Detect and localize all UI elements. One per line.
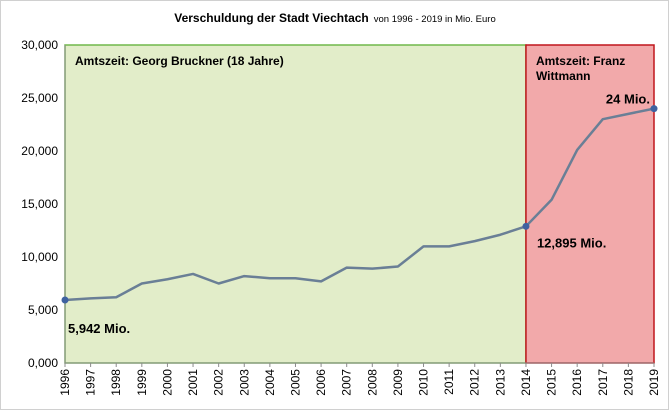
x-tick-label: 2000 bbox=[160, 369, 174, 396]
x-tick-label: 2008 bbox=[365, 369, 379, 396]
x-tick-label: 2004 bbox=[263, 369, 277, 396]
term-region-label: Amtszeit: Franz Wittmann bbox=[536, 54, 625, 83]
y-tick-label: 15,000 bbox=[21, 197, 58, 211]
x-tick-label: 2010 bbox=[417, 369, 431, 396]
x-tick-label: 1998 bbox=[109, 369, 123, 396]
x-tick-label: 2019 bbox=[647, 369, 661, 396]
term-region-label: Amtszeit: Georg Bruckner (18 Jahre) bbox=[75, 54, 284, 68]
x-tick-label: 2012 bbox=[468, 369, 482, 396]
debt-series-line bbox=[64, 107, 655, 302]
x-tick-label: 2013 bbox=[493, 369, 507, 396]
point-label: 5,942 Mio. bbox=[68, 321, 130, 336]
x-tick-label: 2005 bbox=[288, 369, 302, 396]
series-layer bbox=[64, 107, 655, 302]
y-tick-label: 5,000 bbox=[28, 303, 58, 317]
x-axis: 1996 1997 1998 1999 2000 2001 2002 2003 2004 2005… bbox=[58, 362, 661, 396]
term-region bbox=[64, 44, 527, 364]
x-tick-label: 2017 bbox=[596, 369, 610, 396]
x-tick-label: 2014 bbox=[519, 369, 533, 396]
y-tick-label: 30,000 bbox=[21, 38, 58, 52]
y-tick-label: 0,000 bbox=[28, 356, 58, 370]
point-label: 24 Mio. bbox=[606, 92, 650, 107]
x-tick-label: 2016 bbox=[570, 369, 584, 396]
y-tick-label: 10,000 bbox=[21, 250, 58, 264]
x-tick-label: 2015 bbox=[545, 369, 559, 396]
x-tick-label: 2001 bbox=[186, 369, 200, 396]
x-tick-label: 1997 bbox=[84, 369, 98, 396]
highlight-point bbox=[650, 105, 658, 113]
x-tick-label: 2002 bbox=[212, 369, 226, 396]
x-tick-label: 2011 bbox=[442, 369, 456, 395]
x-tick-label: 2009 bbox=[391, 369, 405, 396]
y-tick-label: 25,000 bbox=[21, 91, 58, 105]
x-tick-label: 1996 bbox=[58, 369, 72, 396]
point-layer: 5,942 Mio. 12,895 Mio. 24 Mio. bbox=[61, 92, 658, 336]
chart-title: Verschuldung der Stadt Viechtach von 1996… bbox=[174, 11, 496, 25]
y-axis: 0,000 5,000 10,000 15,000 20,000 25,000 30,000 bbox=[21, 38, 66, 370]
y-tick-label: 20,000 bbox=[21, 144, 58, 158]
x-tick-label: 1999 bbox=[135, 369, 149, 396]
point-label: 12,895 Mio. bbox=[537, 235, 606, 250]
x-tick-label: 2018 bbox=[621, 369, 635, 396]
x-tick-label: 2003 bbox=[237, 369, 251, 396]
highlight-point bbox=[522, 222, 530, 230]
highlight-point bbox=[61, 296, 69, 304]
term-regions: Amtszeit: Georg Bruckner (18 Jahre) Amtsz… bbox=[64, 44, 655, 364]
x-tick-label: 2006 bbox=[314, 369, 328, 396]
x-tick-label: 2007 bbox=[340, 369, 354, 396]
